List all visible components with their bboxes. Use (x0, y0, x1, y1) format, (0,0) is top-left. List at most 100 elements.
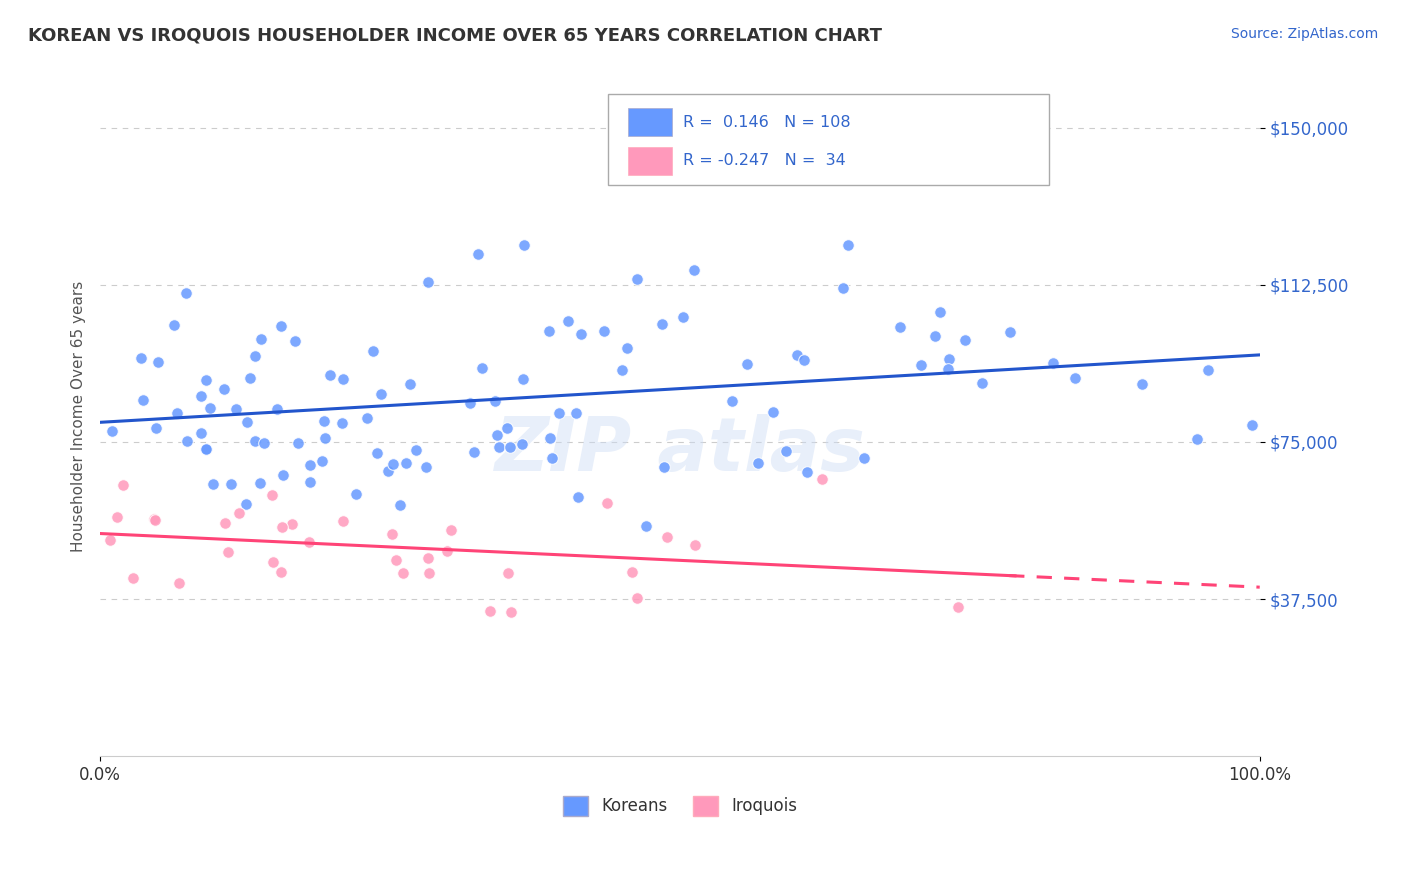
Point (955, 333, 977, 347)
Point (145, 421, 167, 435)
Point (626, 591, 648, 605)
Point (299, 458, 322, 472)
Point (361, 344, 384, 359)
Point (100, 424, 122, 438)
Text: Source: ZipAtlas.com: Source: ZipAtlas.com (1230, 27, 1378, 41)
Point (190, 425, 212, 440)
Point (889, 320, 911, 334)
Point (924, 328, 946, 343)
Point (512, 372, 534, 386)
Point (332, 514, 354, 528)
Point (235, 496, 257, 510)
Point (388, 498, 411, 512)
Point (299, 475, 322, 490)
Point (620, 565, 643, 579)
Point (929, 305, 952, 319)
Point (616, 341, 638, 355)
Point (195, 373, 218, 387)
Point (214, 516, 236, 530)
Point (312, 414, 335, 428)
Point (948, 599, 970, 614)
Point (245, 434, 267, 448)
Point (513, 238, 536, 252)
Point (458, 396, 481, 410)
Point (146, 355, 169, 369)
Legend: Koreans, Iroquois: Koreans, Iroquois (557, 789, 804, 822)
Point (356, 410, 378, 425)
Point (250, 332, 273, 346)
Point (796, 465, 818, 479)
Bar (627, 146, 672, 175)
Point (249, 476, 271, 491)
Point (253, 436, 276, 450)
Point (270, 318, 292, 333)
Point (463, 444, 485, 458)
Point (318, 368, 340, 383)
Point (284, 334, 307, 348)
Point (399, 376, 422, 391)
Text: R = -0.247   N =  34: R = -0.247 N = 34 (683, 153, 846, 169)
Point (737, 358, 759, 372)
Point (538, 431, 561, 445)
Point (332, 372, 354, 386)
Point (260, 488, 283, 502)
Point (239, 371, 262, 385)
Point (132, 393, 155, 408)
Point (314, 431, 336, 445)
Point (467, 247, 489, 261)
Point (1042, 356, 1064, 370)
Point (998, 325, 1021, 339)
Point (1197, 362, 1219, 376)
Point (436, 544, 458, 558)
Point (228, 506, 250, 520)
Point (786, 348, 808, 362)
Point (1185, 432, 1208, 446)
Point (105, 510, 128, 524)
Point (174, 286, 197, 301)
Point (163, 318, 186, 332)
Point (496, 566, 519, 580)
Text: ZIP atlas: ZIP atlas (495, 414, 865, 487)
Point (392, 566, 415, 580)
Point (225, 402, 247, 417)
Point (720, 394, 742, 409)
Text: KOREAN VS IROQUOIS HOUSEHOLDER INCOME OVER 65 YEARS CORRELATION CHART: KOREAN VS IROQUOIS HOUSEHOLDER INCOME OV… (28, 27, 882, 45)
Point (281, 517, 304, 532)
Y-axis label: Householder Income Over 65 years: Householder Income Over 65 years (72, 281, 86, 552)
Point (657, 531, 679, 545)
Point (496, 421, 519, 435)
Point (311, 453, 333, 467)
Point (270, 565, 292, 579)
Point (1130, 376, 1153, 391)
Point (672, 310, 695, 324)
Point (166, 406, 188, 420)
Point (298, 534, 321, 549)
Point (810, 472, 832, 486)
Point (501, 605, 523, 619)
Point (270, 520, 292, 534)
Point (370, 387, 392, 401)
Point (195, 442, 218, 456)
Point (762, 405, 785, 419)
Point (145, 513, 167, 527)
Point (626, 272, 648, 286)
Point (100, 533, 122, 548)
Bar (627, 108, 672, 136)
Point (478, 604, 501, 618)
Point (366, 446, 388, 460)
Text: R =  0.146   N = 108: R = 0.146 N = 108 (683, 115, 851, 129)
Point (1241, 417, 1264, 432)
Point (200, 401, 222, 416)
FancyBboxPatch shape (607, 94, 1049, 186)
Point (176, 434, 198, 448)
Point (938, 352, 960, 367)
Point (541, 451, 564, 466)
Point (793, 352, 815, 367)
Point (537, 324, 560, 338)
Point (236, 416, 259, 430)
Point (592, 324, 614, 338)
Point (485, 427, 508, 442)
Point (747, 456, 769, 470)
Point (167, 575, 190, 590)
Point (416, 550, 439, 565)
